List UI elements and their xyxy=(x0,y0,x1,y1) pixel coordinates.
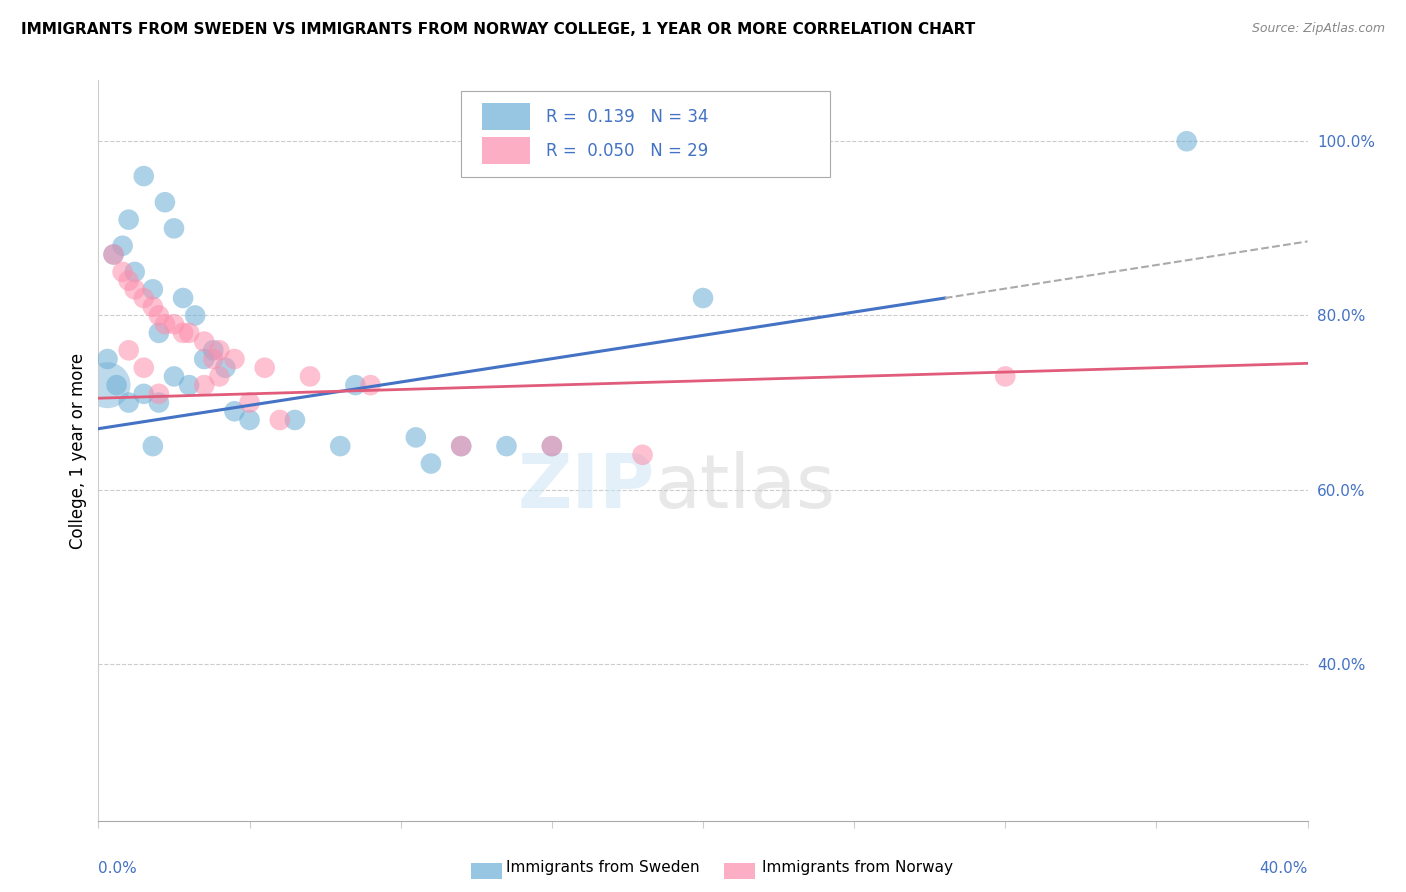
Point xyxy=(420,457,443,471)
Point xyxy=(193,351,215,366)
Point xyxy=(148,326,170,340)
Point xyxy=(202,343,225,358)
Point xyxy=(148,387,170,401)
Point xyxy=(111,265,134,279)
Text: ZIP: ZIP xyxy=(517,451,655,524)
Point xyxy=(118,395,141,409)
Point xyxy=(163,369,186,384)
Text: 40.0%: 40.0% xyxy=(1260,862,1308,876)
Point xyxy=(132,169,155,183)
Point xyxy=(253,360,276,375)
Point xyxy=(193,378,215,392)
Point xyxy=(96,351,118,366)
Point xyxy=(103,247,125,261)
Point xyxy=(202,351,225,366)
Point xyxy=(96,378,118,392)
Point xyxy=(692,291,714,305)
Bar xyxy=(482,103,530,130)
Point xyxy=(148,309,170,323)
Point xyxy=(540,439,562,453)
Point xyxy=(994,369,1017,384)
Point xyxy=(132,291,155,305)
Point xyxy=(163,317,186,331)
Y-axis label: College, 1 year or more: College, 1 year or more xyxy=(69,352,87,549)
Text: IMMIGRANTS FROM SWEDEN VS IMMIGRANTS FROM NORWAY COLLEGE, 1 YEAR OR MORE CORRELA: IMMIGRANTS FROM SWEDEN VS IMMIGRANTS FRO… xyxy=(21,22,976,37)
Text: Immigrants from Norway: Immigrants from Norway xyxy=(762,861,953,875)
Text: R =  0.139   N = 34: R = 0.139 N = 34 xyxy=(546,108,709,126)
Text: R =  0.050   N = 29: R = 0.050 N = 29 xyxy=(546,142,709,160)
Text: 0.0%: 0.0% xyxy=(98,862,138,876)
Point xyxy=(142,439,165,453)
Point xyxy=(142,300,165,314)
Point xyxy=(111,239,134,253)
Text: Source: ZipAtlas.com: Source: ZipAtlas.com xyxy=(1251,22,1385,36)
Point xyxy=(224,351,246,366)
Point xyxy=(450,439,472,453)
Point xyxy=(208,343,231,358)
Point xyxy=(329,439,352,453)
Point xyxy=(239,413,262,427)
Point xyxy=(179,326,201,340)
Point xyxy=(172,326,194,340)
Point xyxy=(172,291,194,305)
Point xyxy=(103,247,125,261)
Point xyxy=(344,378,367,392)
Point xyxy=(284,413,307,427)
Point xyxy=(148,395,170,409)
FancyBboxPatch shape xyxy=(461,91,830,177)
Point xyxy=(118,274,141,288)
Point xyxy=(495,439,517,453)
Point xyxy=(132,387,155,401)
Point xyxy=(118,343,141,358)
Point xyxy=(118,212,141,227)
Point xyxy=(269,413,291,427)
Point xyxy=(184,309,207,323)
Point xyxy=(124,282,146,296)
Bar xyxy=(482,137,530,164)
Text: Immigrants from Sweden: Immigrants from Sweden xyxy=(506,861,700,875)
Point xyxy=(153,195,176,210)
Point xyxy=(1175,134,1198,148)
Point xyxy=(163,221,186,235)
Point xyxy=(214,360,236,375)
Point xyxy=(299,369,322,384)
Point xyxy=(631,448,654,462)
Point xyxy=(142,282,165,296)
Point xyxy=(208,369,231,384)
Point xyxy=(153,317,176,331)
Point xyxy=(105,378,128,392)
Point xyxy=(124,265,146,279)
Point xyxy=(193,334,215,349)
Point xyxy=(239,395,262,409)
Point xyxy=(405,430,427,444)
Point xyxy=(132,360,155,375)
Point xyxy=(540,439,562,453)
Point xyxy=(224,404,246,418)
Point xyxy=(179,378,201,392)
Point xyxy=(360,378,382,392)
Text: atlas: atlas xyxy=(655,451,835,524)
Point xyxy=(450,439,472,453)
